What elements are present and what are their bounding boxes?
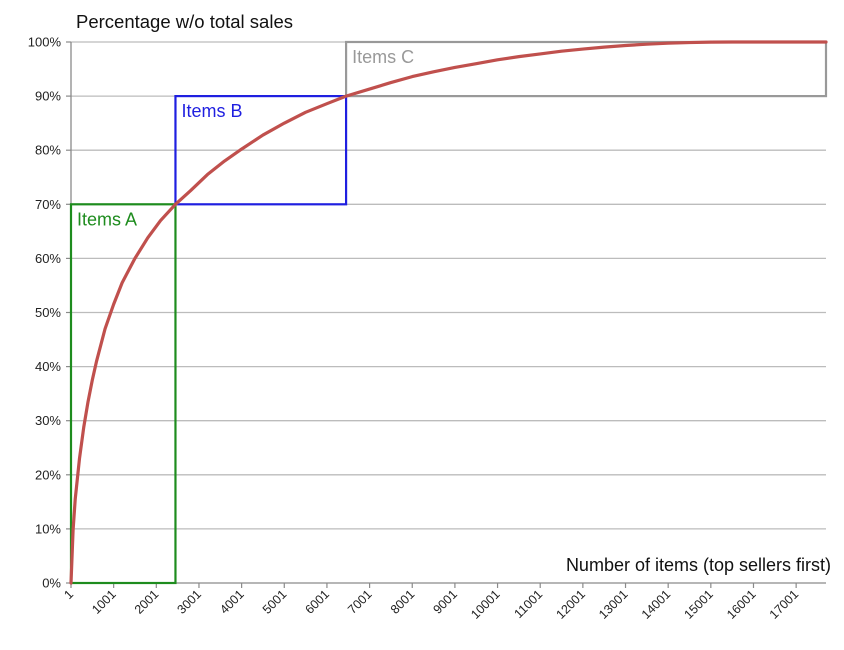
- x-tick-label: 5001: [260, 587, 290, 617]
- cumulative-sales-line: [69, 40, 828, 585]
- x-tick-label: 12001: [554, 587, 589, 622]
- x-axis-ticks: 1 1001 2001 3001 4001 5001 6001 7001 8001 9001 100…: [61, 583, 801, 622]
- category-box-label: Items B: [181, 101, 242, 121]
- x-tick-label: 17001: [767, 587, 802, 622]
- x-tick-label: 15001: [681, 587, 716, 622]
- y-tick-label: 80%: [35, 143, 61, 158]
- x-tick-label: 1: [61, 587, 76, 602]
- category-box: [174, 94, 348, 206]
- chart-title: Percentage w/o total sales: [76, 11, 293, 32]
- y-tick-label: 10%: [35, 521, 61, 536]
- y-tick-label: 100%: [28, 35, 62, 50]
- x-tick-label: 6001: [302, 587, 332, 617]
- y-tick-label: 20%: [35, 467, 61, 482]
- y-axis-ticks: 0% 10% 20% 30% 40% 50% 60% 70% 80% 90% 100%: [28, 35, 71, 591]
- y-tick-label: 70%: [35, 197, 61, 212]
- category-box: [344, 40, 828, 98]
- x-tick-label: 9001: [430, 587, 460, 617]
- y-tick-label: 0%: [42, 576, 61, 591]
- category-box: [69, 203, 177, 585]
- x-tick-label: 10001: [468, 587, 503, 622]
- x-axis-label: Number of items (top sellers first): [566, 555, 831, 575]
- y-tick-label: 90%: [35, 89, 61, 104]
- x-tick-label: 2001: [132, 587, 162, 617]
- x-tick-label: 3001: [175, 587, 205, 617]
- x-tick-label: 13001: [596, 587, 631, 622]
- category-box-label: Items C: [352, 47, 414, 67]
- y-tick-label: 30%: [35, 413, 61, 428]
- x-tick-label: 8001: [388, 587, 418, 617]
- x-tick-label: 4001: [217, 587, 247, 617]
- category-boxes: Items A Items B Items C: [69, 40, 828, 585]
- category-box-label: Items A: [77, 209, 137, 229]
- x-tick-label: 14001: [639, 587, 674, 622]
- y-tick-label: 40%: [35, 359, 61, 374]
- x-tick-label: 1001: [89, 587, 119, 617]
- x-tick-label: 16001: [724, 587, 759, 622]
- x-tick-label: 7001: [345, 587, 375, 617]
- series-lines: [69, 40, 828, 585]
- y-tick-label: 60%: [35, 251, 61, 266]
- x-tick-label: 11001: [511, 587, 545, 621]
- y-tick-label: 50%: [35, 305, 61, 320]
